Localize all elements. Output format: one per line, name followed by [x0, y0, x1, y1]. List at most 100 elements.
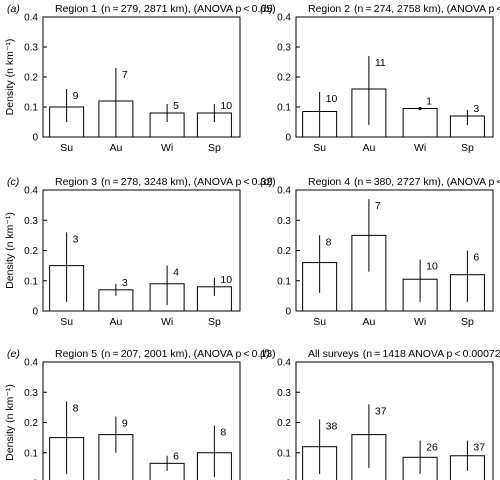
data-label: 8 [73, 402, 79, 414]
x-tick-label: Sp [208, 142, 221, 154]
panel-3: (c) Region 3 (n = 278, 3248 km), (ANOVA p … [4, 176, 276, 328]
panel-4: (d) Region 4 (n = 380, 2727 km), (ANOVA p … [260, 176, 500, 328]
data-label: 8 [220, 427, 226, 439]
y-tick-label: 0.1 [277, 276, 291, 287]
y-tick-label: 0.3 [277, 216, 291, 227]
panel-label: (b) [260, 3, 273, 15]
y-tick-label: 0.1 [24, 103, 38, 114]
x-tick-label: Wi [161, 316, 173, 328]
data-label: 7 [375, 200, 381, 212]
x-tick-label: Au [109, 316, 122, 328]
panel-title-stats: (n = 207, 2001 km), (ANOVA p < 0.13) [101, 348, 276, 360]
x-tick-label: Au [362, 316, 375, 328]
y-tick-label: 0.2 [277, 73, 291, 84]
panel-title-region: Region 1 [55, 3, 97, 15]
panel-title-stats: (n = 279, 2871 km), (ANOVA p < 0.65) [101, 3, 276, 15]
panel-title: (d) Region 4 (n = 380, 2727 km), (ANOVA p … [260, 176, 500, 188]
data-label: 3 [73, 233, 79, 245]
panel-title: (a) Region 1 (n = 279, 2871 km), (ANOVA p … [7, 3, 276, 15]
panel-title-stats: (n = 380, 2727 km), (ANOVA p < 0.017) [354, 176, 500, 188]
data-label: 9 [122, 417, 128, 429]
panel-title-region: Region 2 [308, 3, 350, 15]
y-tick-label: 0.2 [277, 246, 291, 257]
x-tick-label: Su [60, 142, 73, 154]
x-tick-label: Wi [414, 316, 426, 328]
y-axis-label: Density (n km⁻¹) [4, 212, 16, 289]
panel-6: (f) All surveys (n = 1418 ANOVA p < 0.0007… [260, 348, 500, 480]
x-tick-label: Au [362, 142, 375, 154]
data-label: 5 [173, 100, 179, 112]
panel-title: (f) All surveys (n = 1418 ANOVA p < 0.0007… [260, 348, 500, 360]
panel-title-stats: (n = 1418 ANOVA p < 0.00072) [363, 348, 500, 360]
data-label: 8 [326, 236, 332, 248]
y-tick-label: 0.2 [24, 73, 38, 84]
x-tick-label: Au [109, 142, 122, 154]
panel-label: (f) [260, 348, 270, 360]
data-label: 10 [326, 93, 338, 105]
y-tick-label: 0.1 [277, 103, 291, 114]
data-label: 37 [473, 442, 485, 454]
data-label: 6 [473, 252, 479, 264]
data-label: 10 [426, 261, 438, 273]
x-tick-label: Sp [461, 316, 474, 328]
y-tick-label: 0 [32, 479, 38, 480]
y-tick-label: 0.3 [277, 388, 291, 399]
data-label: 4 [173, 267, 179, 279]
y-tick-label: 0.4 [277, 358, 291, 369]
data-label: 1 [426, 96, 432, 108]
x-tick-label: Su [313, 142, 326, 154]
x-tick-label: Wi [414, 142, 426, 154]
panel-label: (a) [7, 3, 20, 15]
data-label: 38 [326, 420, 338, 432]
y-tick-label: 0 [32, 307, 38, 318]
y-tick-label: 0.1 [24, 276, 38, 287]
data-label: 10 [220, 100, 232, 112]
y-tick-label: 0.3 [24, 216, 38, 227]
y-tick-label: 0 [285, 479, 291, 480]
data-label: 3 [473, 103, 479, 115]
y-tick-label: 0 [285, 133, 291, 144]
y-tick-label: 0.2 [277, 418, 291, 429]
x-tick-label: Su [313, 316, 326, 328]
panel-1: (a) Region 1 (n = 279, 2871 km), (ANOVA p … [4, 3, 276, 154]
panel-title-stats: (n = 278, 3248 km), (ANOVA p < 0.32) [101, 176, 276, 188]
data-label: 11 [375, 57, 386, 69]
error-bar [418, 106, 422, 111]
x-tick-label: Sp [208, 316, 221, 328]
panel-title-region: Region 5 [55, 348, 97, 360]
y-tick-label: 0.4 [24, 186, 38, 197]
panel-title: (e) Region 5 (n = 207, 2001 km), (ANOVA p … [7, 348, 276, 360]
y-tick-label: 0.4 [24, 358, 38, 369]
y-tick-label: 0.4 [277, 13, 291, 24]
y-tick-label: 0 [285, 307, 291, 318]
panel-title-stats: (n = 274, 2758 km), (ANOVA p < 0.27) [354, 3, 500, 15]
y-axis-label: Density (n km⁻¹) [4, 384, 16, 461]
panel-title: (c) Region 3 (n = 278, 3248 km), (ANOVA p … [7, 176, 276, 188]
y-tick-label: 0.3 [277, 43, 291, 54]
y-tick-label: 0.4 [24, 13, 38, 24]
data-label: 9 [73, 90, 79, 102]
y-tick-label: 0.1 [24, 448, 38, 459]
y-tick-label: 0.3 [24, 43, 38, 54]
panel-label: (e) [7, 348, 20, 360]
y-tick-label: 0.2 [24, 246, 38, 257]
y-tick-label: 0.3 [24, 388, 38, 399]
y-tick-label: 0 [32, 133, 38, 144]
panel-title-region: Region 4 [308, 176, 350, 188]
y-axis-label: Density (n km⁻¹) [4, 39, 16, 116]
y-tick-label: 0.4 [277, 186, 291, 197]
panel-title-region: All surveys [308, 348, 359, 360]
y-tick-label: 0.1 [277, 448, 291, 459]
data-label: 26 [426, 442, 438, 454]
x-tick-label: Sp [461, 142, 474, 154]
panel-label: (d) [260, 176, 273, 188]
panel-title-region: Region 3 [55, 176, 97, 188]
panel-label: (c) [7, 176, 19, 188]
panel-2: (b) Region 2 (n = 274, 2758 km), (ANOVA p … [260, 3, 500, 154]
x-tick-label: Wi [161, 142, 173, 154]
panel-title: (b) Region 2 (n = 274, 2758 km), (ANOVA p … [260, 3, 500, 15]
y-tick-label: 0.2 [24, 418, 38, 429]
data-label: 7 [122, 69, 128, 81]
data-label: 3 [122, 277, 128, 289]
